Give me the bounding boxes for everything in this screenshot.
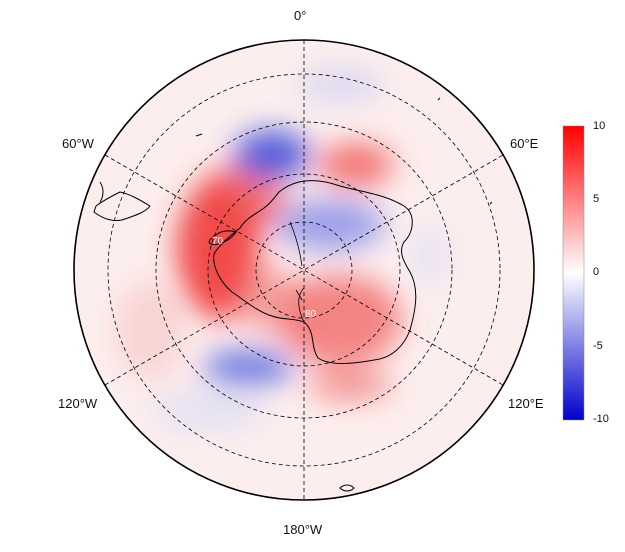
anomaly-region [150,388,270,432]
anomaly-region [278,275,402,365]
south-america-coastline [99,181,104,203]
lon-label-180: 180°W [283,522,323,537]
anomaly-region [235,270,305,330]
colorbar-tick-neg5: -5 [593,340,603,352]
antarctic-peninsula [208,230,237,245]
lon-label-0: 0° [294,8,307,23]
island-outline [489,201,493,205]
antarctica-coastline [213,180,417,364]
anomaly-region [410,225,450,285]
lon-label-120e: 120°E [508,396,544,411]
island-outline [437,97,441,101]
anomaly-field [74,40,534,500]
anomaly-region [308,369,392,401]
colorbar-tick-5: 5 [593,193,600,205]
anomaly-region [115,280,185,380]
lon-label-120w: 120°W [58,396,98,411]
anomaly-region [318,143,394,187]
south-america-coastline [93,191,151,221]
ice-shelf-edge [289,221,303,301]
island-outline [339,484,355,492]
lon-label-60w: 60°W [62,136,94,151]
colorbar [562,125,585,421]
colorbar-tick-10: 10 [593,120,606,132]
anomaly-region [195,165,285,235]
anomaly-region [275,199,385,251]
lon-label-60e: 60°E [510,136,539,151]
colorbar-tick-neg10: -10 [593,413,609,425]
anomaly-region [295,67,385,103]
anomaly-region [234,130,310,180]
ross-ice-shelf-edge [298,287,305,323]
lat-label-70: 70 [212,236,224,247]
lat-label-80: 80 [305,309,317,320]
anomaly-region [203,350,293,386]
island-outline [195,133,203,137]
colorbar-tick-0: 0 [593,266,600,278]
map-boundary [73,39,535,501]
